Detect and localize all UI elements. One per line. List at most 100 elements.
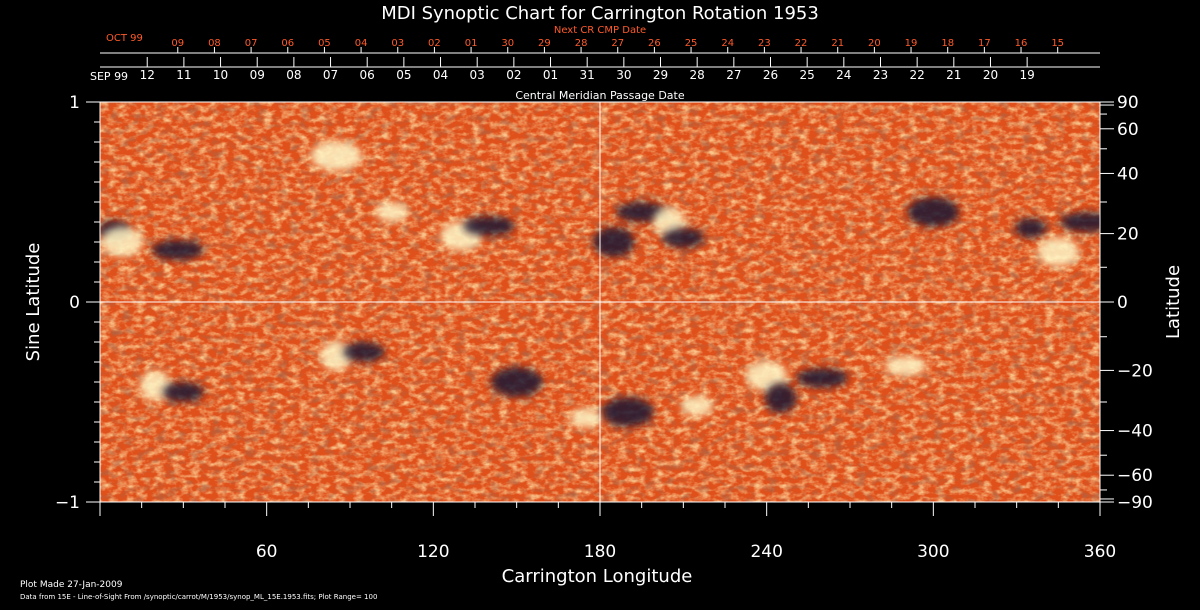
active-region-negative [162,382,205,402]
active-region-positive [1037,237,1080,267]
active-region-negative [490,367,543,397]
active-region-positive [375,202,408,222]
next-date-label: 15 [1051,38,1064,49]
active-region-positive [884,356,927,376]
cmp-date-label: 03 [470,68,485,82]
next-date-label: 20 [868,38,881,49]
cmp-date-label: 31 [580,68,595,82]
x-tick-label: 360 [1084,542,1116,562]
y-axis-label-left: Sine Latitude [23,243,44,362]
next-date-label: 21 [831,38,844,49]
active-regions [100,141,1100,428]
lat-tick-label: −60 [1117,466,1153,486]
cmp-date-label: 11 [176,68,191,82]
cmp-date-label: 23 [873,68,888,82]
cmp-date-label: 07 [323,68,338,82]
y-tick-label: 1 [69,93,80,113]
x-axis-label: Carrington Longitude [502,566,693,587]
data-source-text: Data from 15E - Line-of-Sight From /syno… [20,593,378,601]
active-region-negative [462,216,515,236]
y-axis-label-right: Latitude [1163,265,1184,339]
active-region-blob [681,396,714,416]
next-date-label: 25 [685,38,698,49]
cmp-date-label: 24 [836,68,851,82]
active-region-blob [162,382,205,402]
active-region-positive [320,341,353,371]
active-region-blob [592,227,635,257]
lat-tick-label: −40 [1117,422,1153,442]
active-region-negative [601,397,654,427]
next-cr-cmp-axis: 09 08 07 06 05 04 03 02 01 30 29 28 27 26 25 24 23 22 21 20… [100,33,1100,54]
cmp-date-label: 26 [763,68,778,82]
top-axis-label: Central Meridian Passage Date [515,89,684,102]
x-tick-label: 60 [256,542,278,562]
longitude-axis: 60 120 180 240 300 360 [99,502,1116,562]
cmp-date-label: 04 [433,68,448,82]
y-tick-label: 0 [69,293,80,313]
next-date-label: 22 [795,38,808,49]
next-month-label: OCT 99 [106,33,143,44]
active-region-negative [907,197,960,227]
plot-made-text: Plot Made 27-Jan-2009 [20,580,123,590]
next-date-label: 19 [905,38,918,49]
next-date-label: 29 [538,38,551,49]
next-date-label: 26 [648,38,661,49]
active-region-positive [570,408,603,428]
active-region-blob [1014,218,1047,238]
next-date-label: 18 [941,38,954,49]
active-region-blob [601,397,654,427]
active-region-blob [320,341,353,371]
lat-tick-label: −90 [1117,493,1153,513]
cmp-date-label: 21 [946,68,961,82]
cmp-date-label: 27 [726,68,741,82]
active-region-negative [1060,212,1100,232]
active-region-positive [310,141,363,171]
lat-tick-label: 0 [1117,293,1128,313]
active-region-blob [796,368,849,388]
active-region-blob [310,141,363,171]
cmp-date-label: 12 [140,68,155,82]
active-region-blob [884,356,927,376]
active-region-negative [764,383,797,413]
active-region-blob [907,197,960,227]
cmp-date-label: 06 [360,68,375,82]
cmp-date-label: 19 [1019,68,1034,82]
lat-tick-label: −20 [1117,361,1153,381]
active-region-blob [151,240,204,260]
cmp-date-label: 01 [543,68,558,82]
cmp-date-label: 25 [800,68,815,82]
chart-title: MDI Synoptic Chart for Carrington Rotati… [381,3,819,24]
cmp-date-label: 22 [910,68,925,82]
y-tick-label: −1 [55,493,80,513]
cmp-date-label: 28 [690,68,705,82]
active-region-blob [764,383,797,413]
next-date-label: 01 [465,38,478,49]
next-date-label: 16 [1015,38,1028,49]
cmp-date-label: 30 [616,68,631,82]
cmp-date-axis: 12 11 10 09 08 07 06 05 04 03 02 01 31 30 29 28 27 26 25 24… [90,57,1100,83]
next-date-label: 05 [318,38,331,49]
active-region-blob [462,216,515,236]
cmp-date-label: 09 [250,68,265,82]
lat-tick-label: 20 [1117,225,1139,245]
active-region-blob [490,367,543,397]
next-date-label: 30 [501,38,514,49]
active-region-negative [151,240,204,260]
x-tick-label: 240 [750,542,782,562]
active-region-negative [662,228,705,248]
cmp-date-label: 29 [653,68,668,82]
cmp-date-label: 05 [396,68,411,82]
next-date-label: 08 [208,38,221,49]
next-date-label: 06 [281,38,294,49]
next-date-label: 24 [721,38,734,49]
active-region-blob [101,227,144,257]
active-region-blob [570,408,603,428]
grid-lines [100,102,1100,502]
active-region-blob [1037,237,1080,267]
next-date-label: 02 [428,38,441,49]
active-region-negative [342,342,385,362]
next-date-label: 03 [391,38,404,49]
next-date-label: 28 [575,38,588,49]
active-region-blob [1060,212,1100,232]
